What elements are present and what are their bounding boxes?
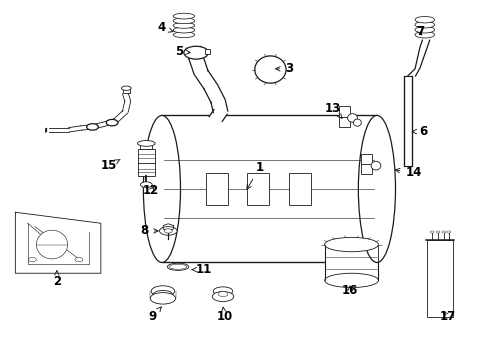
Ellipse shape (347, 114, 357, 122)
Ellipse shape (325, 237, 378, 252)
Bar (162, 116, 377, 262)
Ellipse shape (415, 32, 435, 38)
Text: 11: 11 (192, 263, 212, 276)
Ellipse shape (173, 18, 195, 24)
Bar (339, 106, 350, 117)
Ellipse shape (151, 286, 174, 297)
Ellipse shape (436, 231, 440, 233)
Text: 5: 5 (175, 45, 190, 58)
Bar (247, 173, 270, 205)
Ellipse shape (87, 124, 98, 130)
Ellipse shape (212, 292, 234, 302)
Ellipse shape (159, 226, 177, 235)
Polygon shape (195, 70, 217, 89)
Bar (138, 149, 155, 176)
Ellipse shape (153, 291, 172, 299)
Ellipse shape (415, 27, 435, 33)
Ellipse shape (447, 231, 451, 233)
Ellipse shape (358, 116, 395, 262)
Ellipse shape (371, 161, 381, 170)
Ellipse shape (144, 116, 180, 262)
Text: 7: 7 (416, 25, 424, 38)
Ellipse shape (164, 229, 172, 233)
Polygon shape (123, 93, 130, 102)
Text: 14: 14 (395, 166, 422, 179)
Ellipse shape (138, 140, 155, 146)
Text: 3: 3 (276, 62, 293, 75)
Text: 2: 2 (53, 271, 61, 288)
Text: 13: 13 (325, 102, 342, 118)
Bar (123, 87, 130, 93)
Ellipse shape (255, 56, 286, 83)
Text: 12: 12 (143, 184, 159, 197)
Text: 4: 4 (158, 21, 173, 34)
Ellipse shape (213, 287, 233, 296)
Polygon shape (163, 224, 173, 231)
Bar (289, 173, 311, 205)
Polygon shape (123, 101, 130, 112)
Ellipse shape (442, 231, 446, 233)
Polygon shape (102, 119, 117, 126)
Bar (141, 141, 152, 149)
Bar (427, 240, 453, 317)
Text: 9: 9 (148, 307, 161, 324)
Text: 16: 16 (342, 284, 358, 297)
Ellipse shape (173, 32, 195, 38)
Ellipse shape (28, 257, 36, 262)
Ellipse shape (122, 86, 131, 90)
Polygon shape (49, 128, 57, 132)
Ellipse shape (430, 231, 434, 233)
Polygon shape (204, 85, 224, 103)
Ellipse shape (173, 13, 195, 19)
Polygon shape (92, 123, 104, 129)
Bar (205, 49, 210, 54)
Bar (361, 164, 372, 174)
Polygon shape (69, 126, 82, 131)
Text: 6: 6 (412, 125, 427, 138)
Bar (361, 154, 372, 165)
Bar (339, 117, 350, 127)
Ellipse shape (415, 22, 435, 28)
Polygon shape (187, 46, 203, 59)
Ellipse shape (36, 230, 68, 259)
Ellipse shape (415, 17, 435, 23)
Ellipse shape (173, 23, 195, 28)
Text: 8: 8 (141, 224, 158, 238)
Polygon shape (114, 111, 127, 122)
Text: 10: 10 (217, 307, 233, 324)
Bar (206, 173, 228, 205)
Ellipse shape (141, 182, 152, 188)
Ellipse shape (173, 27, 195, 33)
Ellipse shape (150, 293, 175, 304)
Ellipse shape (218, 292, 228, 297)
Ellipse shape (353, 119, 361, 126)
Ellipse shape (75, 257, 83, 262)
Ellipse shape (184, 46, 208, 59)
Ellipse shape (325, 273, 378, 288)
Polygon shape (210, 109, 227, 121)
Polygon shape (211, 100, 227, 113)
Text: 1: 1 (247, 161, 264, 189)
Bar (404, 76, 412, 166)
Bar (325, 244, 378, 280)
Polygon shape (57, 128, 69, 132)
Text: 17: 17 (440, 310, 456, 324)
Text: 15: 15 (101, 159, 120, 172)
Ellipse shape (106, 120, 118, 126)
Polygon shape (81, 125, 93, 130)
Polygon shape (190, 57, 208, 74)
